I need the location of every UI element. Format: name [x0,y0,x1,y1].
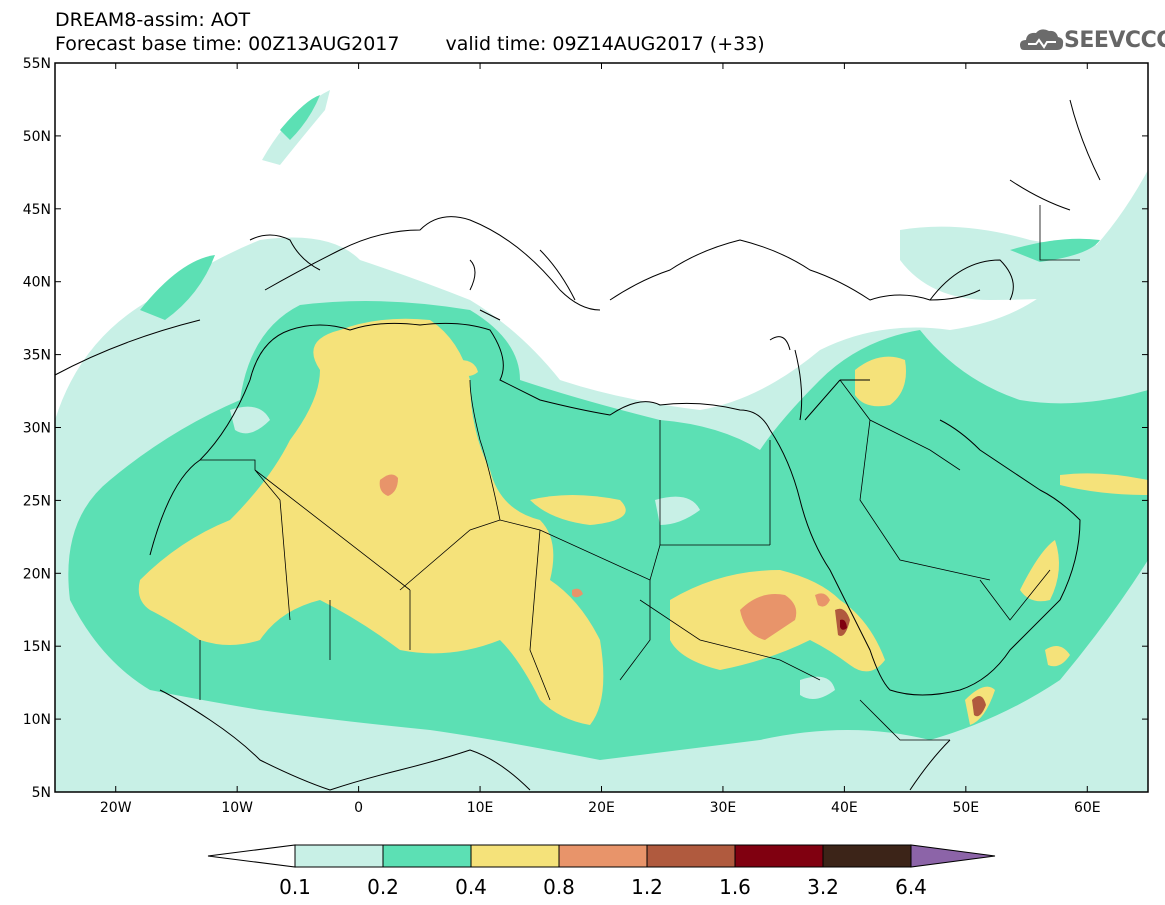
lon-label: 30E [710,800,737,816]
lat-label: 35N [23,348,51,364]
colorbar-swatch [822,844,912,868]
cloud-icon [1020,29,1064,50]
map-title: DREAM8-assim: AOT [55,9,251,31]
lat-label: 5N [32,785,51,801]
lat-label: 40N [23,275,51,291]
lon-label: 0 [354,800,363,816]
logo-text: SEEVCCC [1064,28,1165,53]
lat-axis: 55N 50N 45N 40N 35N 30N 25N 20N 15N 10N 5N [23,56,1148,801]
lat-label: 50N [23,129,51,145]
colorbar-min-arrow [207,844,296,868]
lat-label: 15N [23,639,51,655]
colorbar-label: 6.4 [895,875,927,899]
colorbar-swatch [558,844,648,868]
lon-label: 60E [1074,800,1101,816]
colorbar-swatch [294,844,384,868]
lon-label: 50E [952,800,979,816]
lat-label: 25N [23,493,51,509]
colorbar-label: 0.4 [455,875,487,899]
coastlines [55,99,1101,791]
lon-label: 10W [221,800,253,816]
lat-label: 55N [23,56,51,72]
lat-label: 30N [23,421,51,437]
lon-axis: 20W 10W 0 10E 20E 30E 40E 50E 60E [100,63,1101,816]
colorbar-label: 0.8 [543,875,575,899]
colorbar-max-arrow [910,844,996,868]
colorbar-swatch [382,844,472,868]
lon-label: 20E [588,800,615,816]
valid-time: valid time: 09Z14AUG2017 (+33) [445,33,765,55]
aot-field [55,63,1148,792]
base-time: Forecast base time: 00Z13AUG2017 [55,33,400,55]
country-borders [199,205,1080,741]
colorbar-label: 0.1 [279,875,311,899]
colorbar: 0.1 0.2 0.4 0.8 1.2 1.6 3.2 6.4 [207,844,996,899]
lat-label: 45N [23,202,51,218]
colorbar-swatch [470,844,560,868]
lat-label: 10N [23,712,51,728]
lon-label: 10E [467,800,494,816]
colorbar-label: 0.2 [367,875,399,899]
aot-contour-0.8 [379,474,830,640]
colorbar-swatch [646,844,736,868]
lon-label: 40E [831,800,858,816]
colorbar-label: 1.2 [631,875,663,899]
colorbar-swatch [734,844,824,868]
lon-label: 20W [100,800,132,816]
lat-label: 20N [23,566,51,582]
colorbar-label: 1.6 [719,875,751,899]
colorbar-label: 3.2 [807,875,839,899]
aot-contour-1.6 [840,619,847,630]
map-subtitle: Forecast base time: 00Z13AUG2017 valid ti… [55,33,765,55]
